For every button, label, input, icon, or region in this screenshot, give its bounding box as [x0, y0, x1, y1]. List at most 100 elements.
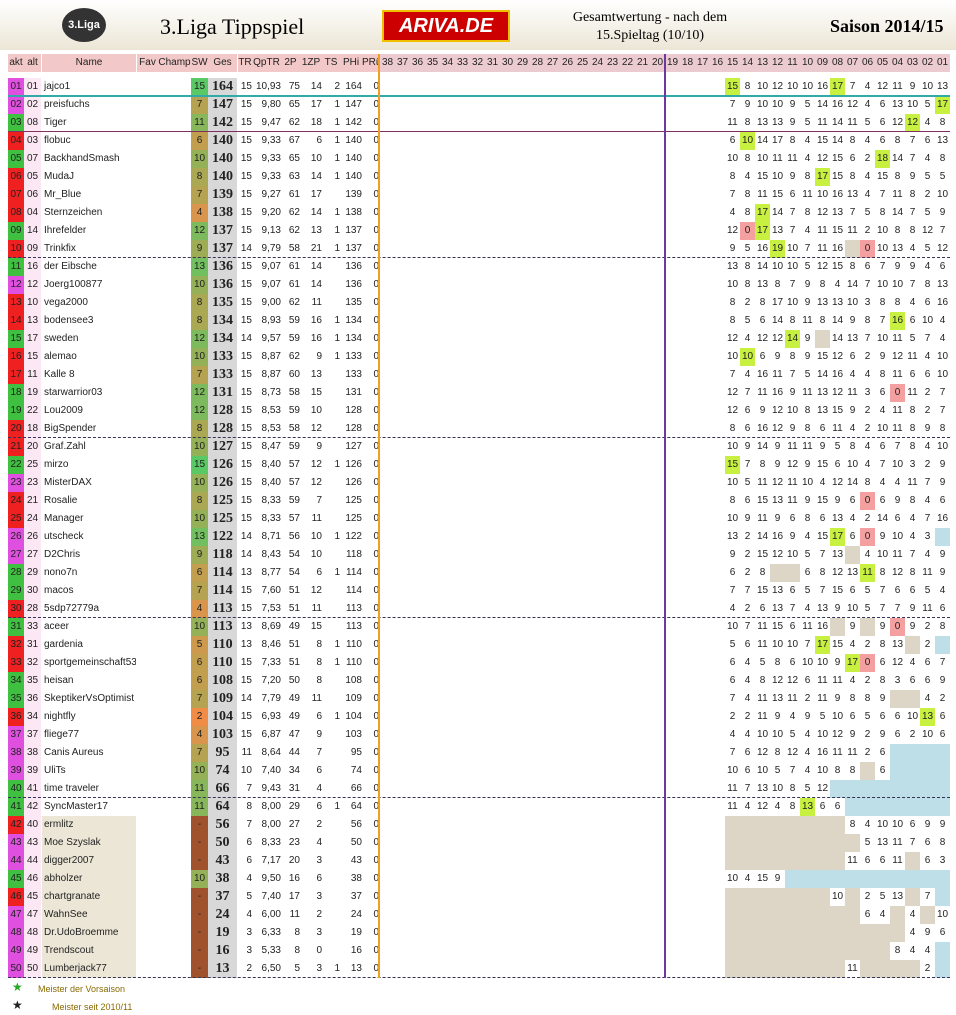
matchday-points: 12 [905, 114, 920, 132]
cell-zp: 6 [316, 873, 322, 884]
matchday-points: 6 [879, 441, 886, 452]
cell-sw: 10 [191, 348, 208, 366]
matchday-points: 12 [756, 747, 769, 758]
cell-pru: 0 [373, 135, 379, 146]
cell-zp: 11 [311, 693, 322, 704]
matchday-points: 8 [894, 135, 901, 146]
matchday-points: 12 [816, 207, 829, 218]
cell-alt: 11 [24, 366, 41, 384]
matchday-points: 10 [786, 261, 799, 272]
matchday-points: 11 [802, 387, 813, 398]
matchday-points: 5 [804, 585, 811, 596]
matchday-points: 7 [909, 153, 916, 164]
matchday-points: 15 [831, 225, 844, 236]
matchday-points: 10 [786, 639, 799, 650]
cell-q: 9,27 [261, 189, 281, 200]
matchday-points: 6 [864, 261, 871, 272]
matchday-points: 6 [879, 711, 886, 722]
cell-p2: 11 [289, 909, 300, 920]
cell-zp: 6 [316, 765, 322, 776]
matchday-points: 4 [924, 549, 931, 560]
cell-tr: 15 [240, 405, 252, 416]
cell-tr: 15 [240, 135, 252, 146]
matchday-points: 6 [909, 585, 916, 596]
cell-pru: 0 [373, 261, 379, 272]
matchday-points: 10 [786, 81, 799, 92]
matchday-points: 7 [864, 333, 871, 344]
cell-q: 8,69 [261, 621, 281, 632]
cell-ges: 134 [208, 330, 237, 348]
matchday-points: 5 [804, 99, 811, 110]
empty-cell [755, 942, 770, 960]
matchday-points: 11 [787, 495, 798, 506]
empty-cell [875, 942, 890, 960]
matchday-points: 10 [891, 279, 904, 290]
cell-tr: 15 [240, 81, 252, 92]
cell-akt: 02 [8, 96, 24, 114]
matchday-points: 10 [756, 729, 769, 740]
matchday-points: 7 [879, 459, 886, 470]
cell-p2: 62 [288, 207, 300, 218]
cell-sw: 9 [191, 546, 208, 564]
matchday-points: 4 [909, 927, 916, 938]
empty-cell [725, 816, 740, 834]
cell-phi: 164 [345, 81, 362, 92]
cell-ges: 127 [208, 438, 237, 456]
empty-cell [935, 636, 950, 654]
cell-alt: 23 [24, 474, 41, 492]
empty-cell [785, 942, 800, 960]
matchday-points: 5 [759, 657, 766, 668]
cell-q: 8,43 [261, 549, 281, 560]
cell-p2: 58 [288, 387, 300, 398]
matchday-points: 10 [726, 765, 739, 776]
cell-alt: 01 [24, 78, 41, 96]
matchday-points: 10 [906, 711, 919, 722]
cell-name: sportgemeinschaft53 [44, 657, 136, 668]
matchday-points: 5 [819, 711, 826, 722]
matchday-points: 13 [771, 603, 784, 614]
cell-zp: 14 [310, 261, 322, 272]
cell-phi: 122 [345, 531, 362, 542]
cell-zp: 7 [316, 495, 322, 506]
matchday-points: 2 [744, 603, 751, 614]
cell-phi: 74 [350, 765, 362, 776]
matchday-points: 6 [879, 135, 886, 146]
matchday-points: 16 [816, 621, 829, 632]
cell-sw: 10 [191, 510, 208, 528]
matchday-header: 38 [380, 54, 395, 72]
matchday-points: 15 [816, 135, 829, 146]
matchday-points: 8 [939, 621, 946, 632]
star-icon: ★ [12, 998, 23, 1012]
cell-p2: 62 [288, 225, 300, 236]
cell-ges: 125 [208, 510, 237, 528]
cell-zp: 10 [310, 405, 322, 416]
cell-p2: 57 [288, 513, 300, 524]
cell-name: nightfly [44, 711, 76, 722]
cell-akt: 34 [8, 672, 24, 690]
matchday-points: 14 [816, 369, 829, 380]
matchday-points: 14 [891, 153, 904, 164]
cell-phi: 38 [350, 873, 362, 884]
cell-name: Trendscout [42, 942, 136, 960]
cell-q: 8,93 [261, 315, 281, 326]
matchday-points: 3 [864, 387, 871, 398]
matchday-points: 2 [864, 423, 871, 434]
matchday-points: 6 [924, 675, 931, 686]
matchday-points: 6 [924, 297, 931, 308]
cell-ges: 128 [208, 402, 237, 420]
matchday-points: 6 [849, 351, 856, 362]
matchday-points: 9 [729, 549, 736, 560]
matchday-points: 7 [744, 459, 751, 470]
matchday-header: 13 [755, 54, 770, 72]
matchday-points: 9 [894, 495, 901, 506]
cell-ts [322, 618, 340, 636]
cell-phi: 125 [345, 513, 362, 524]
cell-zp: 9 [316, 441, 322, 452]
matchday-points: 8 [909, 441, 916, 452]
matchday-points: 7 [909, 207, 916, 218]
matchday-points: 11 [727, 783, 738, 794]
matchday-points: 12 [876, 81, 889, 92]
cell-pru: 0 [373, 99, 379, 110]
cell-tr: 15 [240, 657, 252, 668]
matchday-points: 6 [819, 513, 826, 524]
